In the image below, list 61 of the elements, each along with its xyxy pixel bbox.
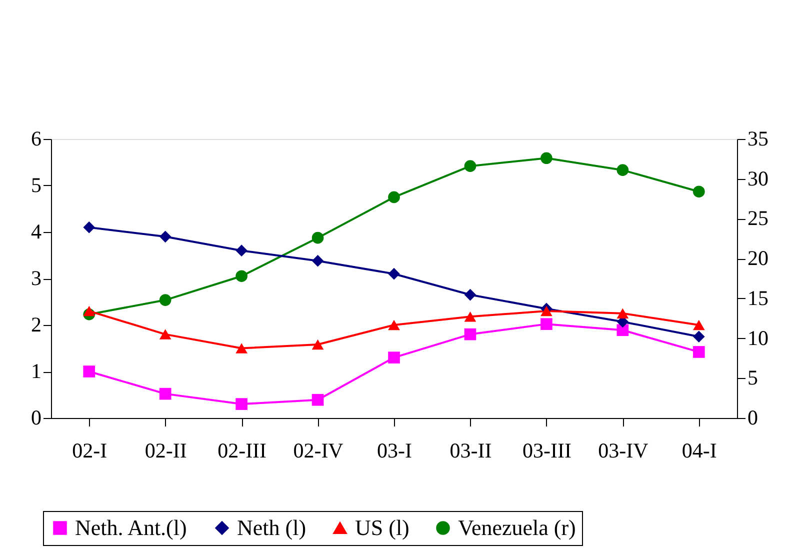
y-tick-label: 2 — [31, 312, 42, 336]
point — [159, 388, 172, 400]
point — [388, 191, 400, 204]
point — [692, 346, 705, 358]
point — [312, 232, 324, 244]
point — [692, 330, 705, 343]
point — [312, 254, 324, 267]
point — [540, 318, 552, 330]
x-tick-label: 02-I — [72, 438, 108, 462]
x-tick-label: 02-III — [218, 438, 267, 462]
x-tick-label: 03-I — [377, 438, 412, 462]
point — [159, 329, 172, 340]
x-tick-label: 02-IV — [293, 438, 344, 462]
point — [159, 294, 172, 306]
y2-tick-label: 30 — [748, 166, 768, 190]
y-tick-label: 1 — [31, 359, 42, 383]
point — [312, 339, 324, 350]
point — [236, 244, 248, 257]
y-tick-label: 3 — [31, 266, 42, 290]
point — [464, 312, 476, 322]
point — [692, 186, 705, 198]
point — [616, 324, 629, 336]
y-tick-label: 5 — [31, 173, 42, 197]
point — [83, 221, 96, 234]
point — [83, 306, 96, 316]
y2-tick-label: 20 — [748, 246, 768, 270]
point — [159, 230, 172, 243]
y2-tick-label: 0 — [748, 406, 758, 430]
y2-tick-label: 25 — [748, 206, 768, 230]
point — [616, 164, 629, 176]
y-tick-label: 0 — [31, 406, 42, 430]
legend-label: Neth (l) — [237, 515, 306, 540]
point — [464, 328, 476, 340]
point — [388, 352, 400, 364]
point — [236, 343, 248, 354]
point — [388, 320, 400, 330]
point — [464, 288, 476, 301]
point — [464, 160, 476, 172]
x-tick-label: 04-I — [682, 438, 717, 462]
y-tick-label: 6 — [31, 126, 42, 150]
y2-tick-label: 35 — [748, 126, 768, 150]
point — [83, 366, 96, 378]
legend-label: Venezuela (r) — [458, 515, 576, 540]
x-tick-label: 03-II — [450, 438, 492, 462]
x-tick-label: 03-III — [522, 438, 572, 462]
x-tick-label: 03-IV — [598, 438, 648, 462]
point — [388, 268, 400, 280]
point — [312, 394, 324, 406]
legend-label: Neth. Ant.(l) — [75, 515, 187, 540]
point — [616, 308, 629, 318]
y2-tick-label: 10 — [748, 326, 768, 350]
point — [692, 320, 705, 330]
y2-tick-label: 5 — [748, 366, 758, 390]
y2-tick-label: 15 — [748, 286, 768, 310]
point — [236, 398, 248, 410]
point — [540, 152, 552, 164]
point — [540, 306, 552, 316]
legend-label: US (l) — [355, 515, 410, 540]
point — [236, 270, 248, 282]
x-tick-label: 02-II — [144, 438, 187, 462]
y-tick-label: 4 — [31, 220, 42, 244]
